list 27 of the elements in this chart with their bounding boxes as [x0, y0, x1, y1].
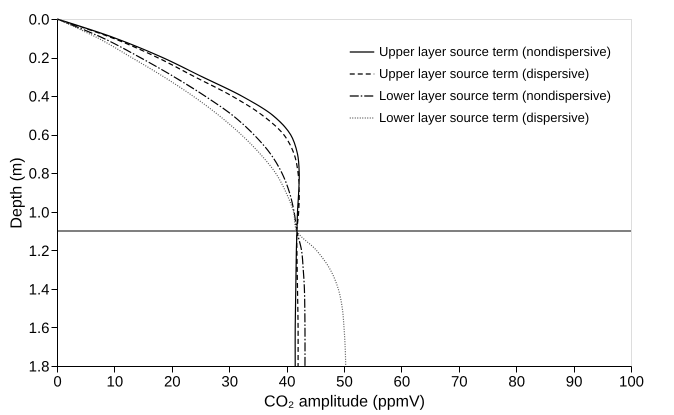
x-tick-label: 60: [394, 374, 410, 390]
y-tick-label: 1.2: [28, 242, 50, 260]
x-tick-label: 100: [618, 374, 644, 390]
x-tick-label: 30: [221, 374, 238, 390]
y-tick-label: 0.8: [28, 166, 50, 183]
x-tick-label: 10: [106, 374, 124, 390]
x-tick-label: 70: [450, 374, 468, 390]
y-tick-label: 1.8: [28, 358, 50, 376]
x-tick-label: 50: [336, 374, 353, 390]
y-tick-label: 0.4: [28, 88, 50, 106]
legend-label: Lower layer source term (dispersive): [379, 110, 590, 125]
y-tick-label: 1.4: [28, 281, 50, 298]
y-tick-label: 0.0: [28, 12, 50, 28]
legend-label: Upper layer source term (dispersive): [379, 66, 590, 81]
y-tick-label: 1.6: [28, 320, 50, 337]
x-tick-label: 40: [278, 374, 296, 390]
y-axis-title: Depth (m): [8, 157, 26, 229]
x-tick-label: 80: [508, 374, 526, 390]
y-tick-label: 1.0: [28, 204, 50, 222]
y-tick-label: 0.2: [28, 50, 50, 68]
legend-label: Lower layer source term (nondispersive): [379, 88, 611, 103]
legend-label: Upper layer source term (nondispersive): [379, 44, 611, 59]
x-tick-label: 20: [164, 374, 181, 390]
x-tick-label: 90: [566, 374, 582, 390]
x-axis-title: CO₂ amplitude (ppmV): [264, 394, 425, 410]
x-tick-label: 0: [53, 374, 62, 390]
y-tick-label: 0.6: [28, 127, 50, 144]
